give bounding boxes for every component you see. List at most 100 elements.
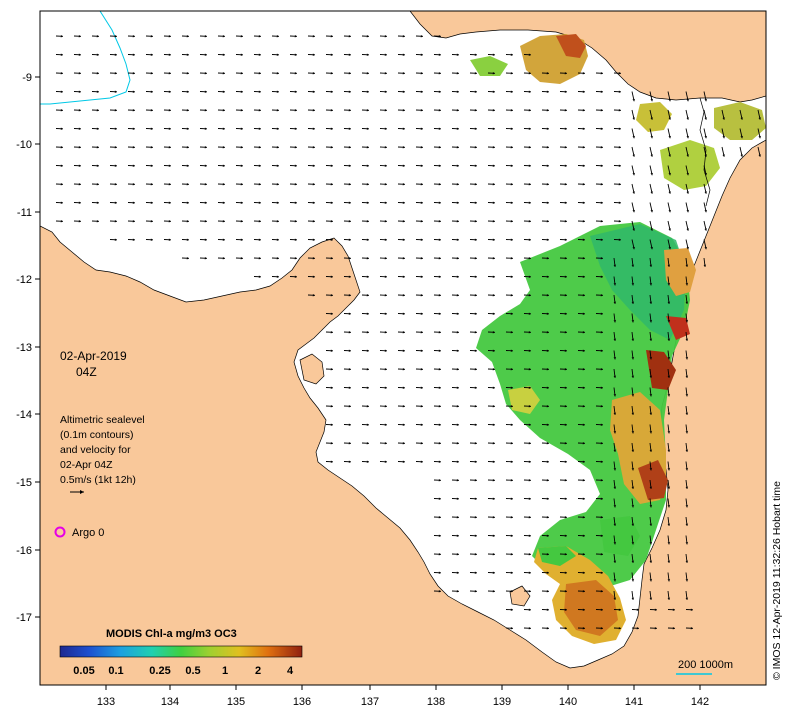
velocity-arrow-head (613, 542, 617, 545)
velocity-arrow-head (528, 127, 531, 131)
velocity-arrow-head (222, 90, 225, 94)
velocity-arrow-head (600, 275, 603, 279)
velocity-arrow-head (366, 201, 369, 205)
velocity-arrow-head (667, 560, 671, 563)
velocity-arrow-head (60, 145, 63, 149)
velocity-arrow-head (546, 571, 549, 575)
info-line: 02-Apr 04Z (60, 459, 113, 471)
velocity-arrow-head (690, 626, 693, 630)
velocity-arrow-head (600, 626, 603, 630)
velocity-arrow-head (456, 238, 459, 242)
velocity-arrow-head (613, 486, 617, 489)
velocity-arrow-head (312, 219, 315, 223)
velocity-arrow-head (704, 135, 707, 139)
velocity-arrow-head (528, 293, 531, 297)
velocity-arrow-head (114, 238, 117, 242)
velocity-arrow-head (492, 182, 495, 186)
velocity-arrow-head (222, 238, 225, 242)
velocity-arrow-head (384, 460, 387, 464)
velocity-arrow-head (132, 238, 135, 242)
velocity-arrow-head (420, 238, 423, 242)
velocity-arrow-head (330, 164, 333, 168)
velocity-arrow-head (528, 608, 531, 612)
velocity-arrow-head (420, 71, 423, 75)
velocity-arrow-head (456, 497, 459, 501)
velocity-arrow-head (546, 312, 549, 316)
velocity-arrow-head (631, 320, 635, 323)
velocity-arrow-head (204, 145, 207, 149)
velocity-arrow-head (366, 404, 369, 408)
velocity-arrow-head (613, 449, 617, 452)
velocity-arrow-head (600, 497, 603, 501)
velocity-arrow-head (114, 201, 117, 205)
velocity-arrow-head (312, 256, 315, 260)
velocity-arrow-head (294, 71, 297, 75)
velocity-arrow-head (600, 238, 603, 242)
velocity-arrow-head (96, 219, 99, 223)
velocity-arrow-head (631, 412, 635, 415)
velocity-arrow-head (312, 90, 315, 94)
velocity-arrow-head (96, 201, 99, 205)
velocity-arrow-head (686, 172, 689, 176)
velocity-arrow-head (186, 238, 189, 242)
velocity-arrow-head (528, 238, 531, 242)
velocity-arrow-head (649, 449, 653, 452)
velocity-arrow-head (492, 127, 495, 131)
velocity-arrow-head (600, 423, 603, 427)
velocity-arrow-head (510, 441, 513, 445)
colorbar-tick-label: 1 (222, 665, 228, 677)
velocity-arrow-head (330, 404, 333, 408)
velocity-arrow-head (704, 98, 707, 102)
velocity-arrow-head (420, 127, 423, 131)
velocity-arrow-head (402, 219, 405, 223)
velocity-arrow-head (420, 219, 423, 223)
velocity-arrow-head (510, 312, 513, 316)
velocity-arrow-head (438, 534, 441, 538)
velocity-arrow-head (474, 441, 477, 445)
velocity-arrow-head (456, 53, 459, 57)
velocity-arrow-head (114, 182, 117, 186)
velocity-arrow-head (631, 357, 635, 360)
velocity-arrow-head (258, 275, 261, 279)
velocity-arrow-head (582, 441, 585, 445)
velocity-arrow-head (613, 283, 617, 286)
velocity-arrow-head (384, 423, 387, 427)
velocity-arrow-head (240, 256, 243, 260)
velocity-arrow-head (492, 497, 495, 501)
velocity-arrow-head (402, 71, 405, 75)
velocity-arrow-head (438, 386, 441, 390)
velocity-arrow-head (384, 275, 387, 279)
velocity-arrow-head (384, 238, 387, 242)
velocity-arrow-head (384, 404, 387, 408)
velocity-arrow-head (294, 145, 297, 149)
velocity-arrow-head (312, 182, 315, 186)
velocity-arrow-head (632, 98, 635, 102)
velocity-arrow-head (546, 441, 549, 445)
y-tick-label: -10 (16, 139, 32, 151)
velocity-arrow-head (600, 608, 603, 612)
velocity-arrow-head (438, 201, 441, 205)
velocity-arrow-head (384, 256, 387, 260)
velocity-arrow-head (631, 394, 635, 397)
velocity-arrow-head (582, 423, 585, 427)
velocity-arrow-head (456, 293, 459, 297)
velocity-arrow-head (546, 608, 549, 612)
velocity-arrow-head (366, 127, 369, 131)
velocity-arrow-head (600, 293, 603, 297)
velocity-arrow-head (510, 182, 513, 186)
velocity-arrow-head (402, 201, 405, 205)
velocity-arrow-head (649, 338, 653, 341)
velocity-arrow-head (456, 108, 459, 112)
velocity-arrow-head (618, 71, 621, 75)
velocity-arrow-head (564, 145, 567, 149)
velocity-arrow-head (600, 219, 603, 223)
velocity-arrow-head (330, 349, 333, 353)
velocity-arrow-head (582, 478, 585, 482)
velocity-arrow-head (438, 293, 441, 297)
velocity-arrow-head (402, 367, 405, 371)
velocity-arrow-head (474, 275, 477, 279)
velocity-arrow-head (132, 90, 135, 94)
velocity-arrow-head (420, 460, 423, 464)
velocity-arrow-head (420, 386, 423, 390)
velocity-arrow-head (528, 386, 531, 390)
